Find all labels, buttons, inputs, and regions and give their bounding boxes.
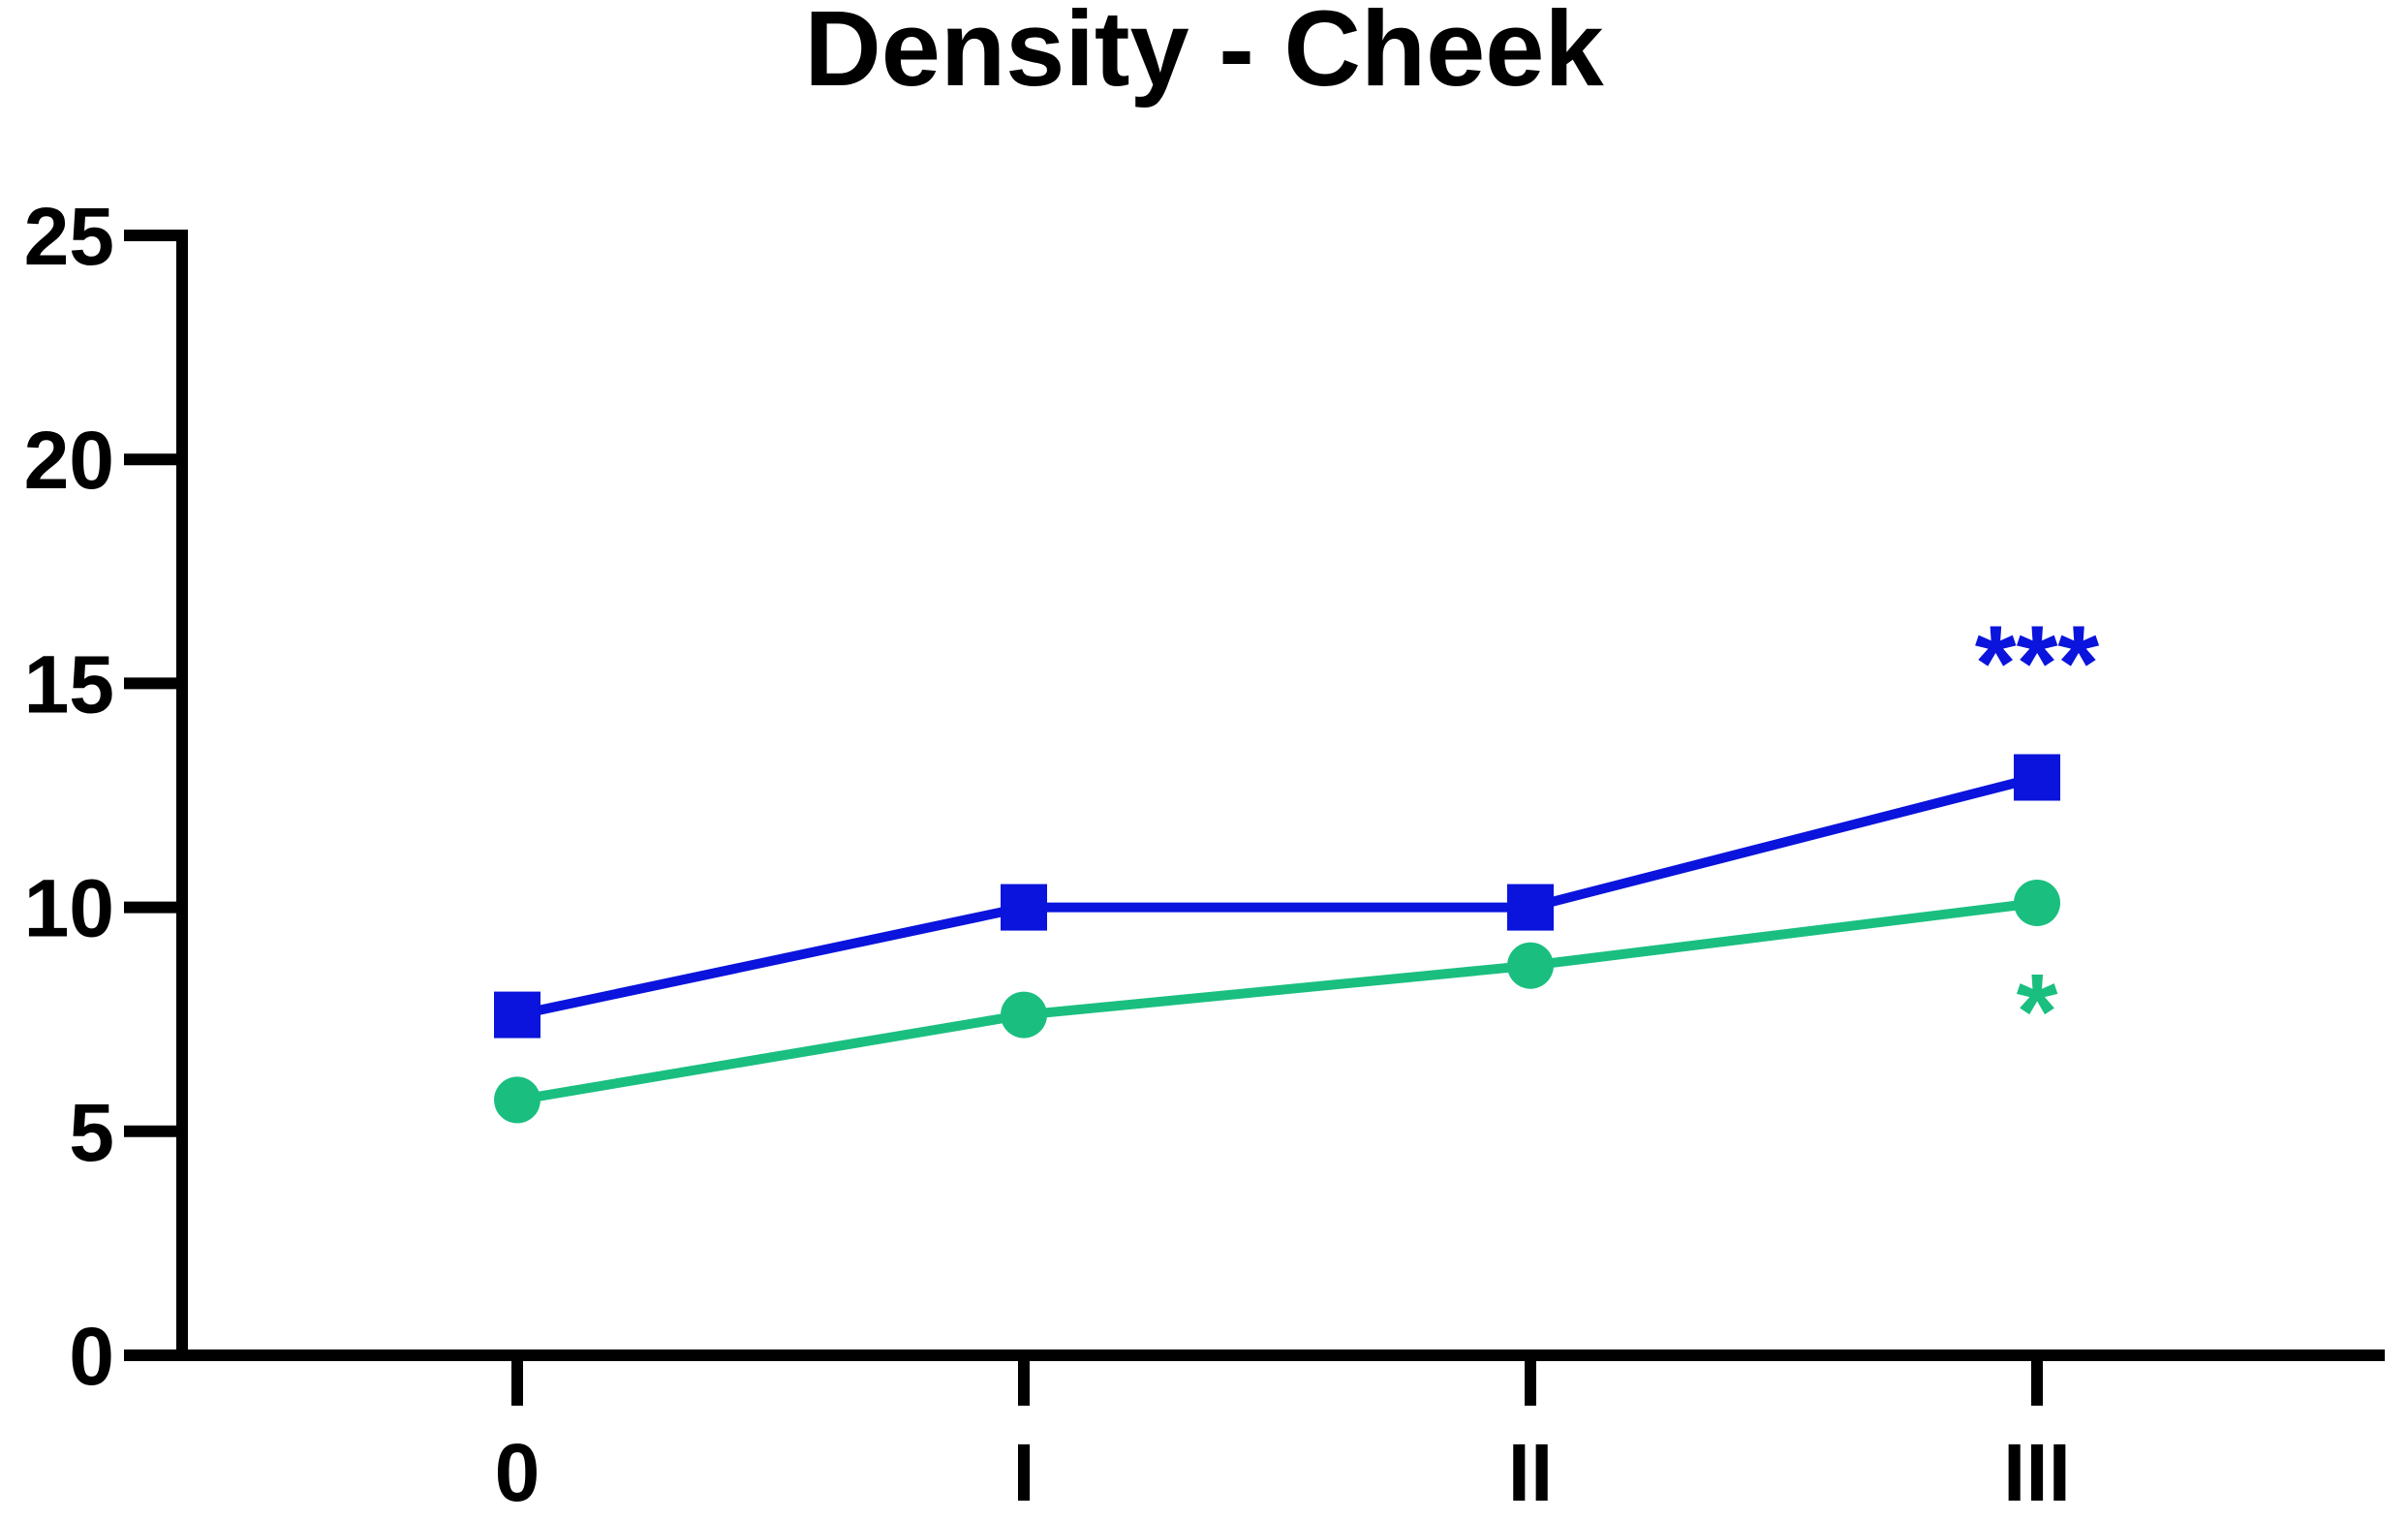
significance-marker: *** <box>1975 605 2100 724</box>
series-0 <box>494 754 2060 1039</box>
series-1 <box>494 879 2060 1124</box>
y-tick-label: 5 <box>69 1087 114 1178</box>
series-line <box>515 772 2039 1020</box>
data-point-circle <box>1001 991 1047 1039</box>
x-tick-label: I <box>1012 1427 1034 1518</box>
y-tick-label: 0 <box>69 1311 114 1402</box>
y-tick-label: 15 <box>24 638 114 729</box>
x-tick-label: III <box>2003 1427 2071 1518</box>
series-line <box>516 898 2038 1105</box>
y-tick-label: 25 <box>24 191 114 282</box>
series-layer <box>494 754 2060 1124</box>
data-point-circle <box>494 1076 540 1124</box>
y-tick-label: 10 <box>24 863 114 954</box>
annotation-layer: **** <box>1975 605 2100 1071</box>
significance-marker: * <box>2017 952 2058 1071</box>
x-tick-label: 0 <box>495 1427 540 1518</box>
y-tick-label: 20 <box>24 415 114 506</box>
data-point-square <box>1507 884 1554 931</box>
data-point-square <box>1001 884 1047 931</box>
x-tick-label: II <box>1508 1427 1554 1518</box>
data-point-circle <box>2014 879 2060 926</box>
data-point-circle <box>1507 942 1554 989</box>
chart-title: Density - Cheek <box>804 0 1604 109</box>
data-point-square <box>2014 754 2060 801</box>
data-point-square <box>494 991 540 1039</box>
